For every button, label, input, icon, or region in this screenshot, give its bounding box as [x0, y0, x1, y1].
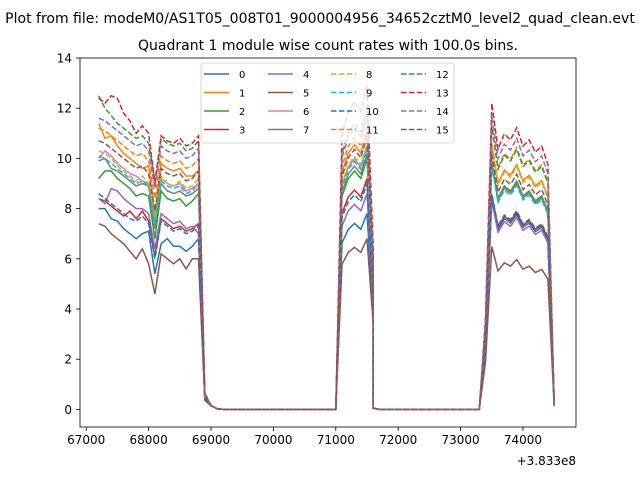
x-tick-label: 68000	[130, 433, 168, 447]
legend-label-14: 14	[436, 107, 449, 118]
x-tick-label: 69000	[192, 433, 230, 447]
legend-label-0: 0	[239, 70, 245, 81]
y-tick-label: 4	[64, 303, 72, 317]
series-line-1	[98, 123, 555, 411]
legend-label-10: 10	[366, 107, 379, 118]
legend-label-12: 12	[436, 70, 449, 81]
legend-label-1: 1	[239, 89, 245, 100]
x-tick-label: 72000	[379, 433, 417, 447]
series-line-9	[98, 148, 555, 411]
legend-label-5: 5	[303, 89, 309, 100]
x-offset-label: +3.833e8	[517, 454, 576, 468]
legend-label-15: 15	[436, 126, 449, 137]
y-tick-label: 14	[57, 52, 72, 66]
series-line-11	[98, 123, 555, 411]
y-tick-label: 0	[64, 403, 72, 417]
legend-label-6: 6	[303, 107, 309, 118]
series-line-8	[98, 143, 555, 411]
y-tick-label: 12	[57, 102, 72, 116]
legend-label-8: 8	[366, 70, 372, 81]
chart-title: Quadrant 1 module wise count rates with …	[138, 38, 518, 54]
plot-frame	[79, 57, 577, 428]
series-line-15	[98, 135, 555, 411]
legend-label-3: 3	[239, 126, 245, 137]
x-tick-label: 71000	[317, 433, 355, 447]
x-tick-label: 70000	[254, 433, 292, 447]
chart-suptitle: Plot from file: modeM0/AS1T05_008T01_900…	[5, 11, 635, 27]
y-tick-label: 10	[57, 152, 72, 166]
y-tick-label: 2	[64, 353, 72, 367]
legend-label-9: 9	[366, 89, 372, 100]
y-tick-label: 6	[64, 252, 72, 266]
legend-label-13: 13	[436, 89, 449, 100]
series-line-2	[98, 158, 555, 411]
x-tick-label: 67000	[67, 433, 105, 447]
legend-box	[200, 62, 455, 144]
x-tick-label: 73000	[441, 433, 479, 447]
legend-label-4: 4	[303, 70, 309, 81]
axes-layer: 67000 68000 69000 70000 71000 72000 73000 74000…	[57, 52, 577, 468]
x-tick-label: 74000	[504, 433, 542, 447]
series-line-13	[98, 85, 555, 411]
series-line-14	[98, 113, 555, 411]
legend-label-2: 2	[239, 107, 245, 118]
legend-label-11: 11	[366, 126, 379, 137]
legend-label-7: 7	[303, 126, 309, 137]
y-tick-label: 8	[64, 202, 72, 216]
series-layer	[98, 85, 555, 411]
